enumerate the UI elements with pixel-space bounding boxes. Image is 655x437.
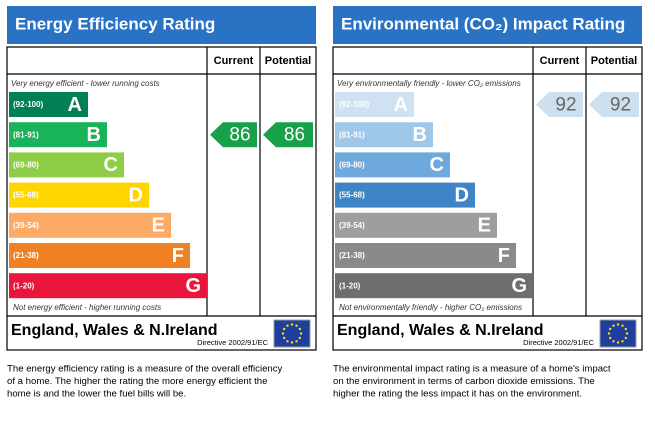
rating-arrow	[210, 122, 257, 148]
band-range: (39-54)	[339, 221, 365, 230]
rating-value: 86	[229, 125, 250, 146]
rating-band	[9, 212, 171, 238]
band-letter: C	[104, 154, 118, 176]
band-range: (92-100)	[13, 100, 44, 109]
band-range: (92-100)	[339, 100, 370, 109]
header-bar	[333, 6, 642, 44]
top-note: Very energy efficient - lower running co…	[11, 79, 160, 88]
eu-star	[609, 327, 612, 331]
rating-arrow	[536, 92, 583, 117]
column-header: Current	[214, 55, 254, 67]
eu-star	[281, 332, 285, 335]
rating-band	[335, 212, 497, 238]
band-range: (21-38)	[13, 251, 39, 260]
header-bar	[7, 6, 316, 44]
rating-band	[335, 182, 475, 208]
description-line: of a home. The higher the rating the mor…	[7, 376, 267, 387]
band-range: (55-68)	[13, 191, 39, 200]
band-letter: A	[394, 94, 408, 116]
eu-star	[283, 336, 286, 340]
band-letter: D	[455, 184, 469, 206]
eu-star	[298, 327, 301, 331]
band-range: (69-80)	[339, 161, 365, 170]
band-letter: G	[511, 275, 527, 297]
directive: Directive 2002/91/EC	[197, 338, 268, 347]
rating-value: 92	[555, 95, 576, 116]
rating-band	[9, 273, 207, 299]
rating-band	[9, 92, 88, 117]
band-letter: E	[152, 215, 165, 237]
eu-star	[298, 336, 301, 340]
band-range: (21-38)	[339, 251, 365, 260]
band-letter: F	[172, 245, 184, 267]
eu-star	[612, 340, 615, 343]
description-line: home is and the lower the fuel bills wil…	[7, 389, 186, 400]
bottom-note: Not environmentally friendly - higher CO…	[339, 303, 522, 312]
band-range: (81-91)	[339, 130, 365, 139]
eu-star	[625, 332, 629, 335]
bottom-note: Not energy efficient - higher running co…	[13, 303, 161, 312]
column-header: Potential	[265, 55, 311, 67]
rating-band	[9, 182, 149, 208]
eu-star	[290, 323, 294, 326]
eu-star	[286, 324, 289, 327]
rating-arrow	[263, 122, 313, 148]
panel-title: Energy Efficiency Rating	[15, 14, 215, 33]
region: England, Wales & N.Ireland	[11, 322, 218, 339]
rating-value: 86	[284, 125, 305, 146]
band-letter: A	[68, 94, 82, 116]
eu-star	[295, 340, 298, 343]
rating-band	[9, 152, 124, 178]
rating-band	[335, 152, 450, 178]
band-range: (1-20)	[13, 281, 35, 290]
description-line: The energy efficiency rating is a measur…	[7, 364, 283, 375]
eu-star	[624, 327, 627, 331]
rating-arrow	[589, 92, 639, 117]
eu-star	[616, 323, 620, 326]
description-line: higher the rating the less impact it has…	[333, 389, 582, 400]
band-letter: B	[413, 124, 427, 146]
eu-star	[624, 336, 627, 340]
eu-star	[609, 336, 612, 340]
band-letter: E	[478, 215, 491, 237]
band-range: (81-91)	[13, 130, 39, 139]
panel-title: Environmental (CO₂) Impact Rating	[341, 14, 625, 33]
eu-star	[283, 327, 286, 331]
description-line: on the environment in terms of carbon di…	[333, 376, 595, 387]
band-letter: B	[87, 124, 101, 146]
band-range: (69-80)	[13, 161, 39, 170]
rating-band	[335, 243, 516, 268]
top-note: Very environmentally friendly - lower CO…	[337, 79, 521, 88]
rating-band	[335, 273, 533, 299]
eu-star	[616, 341, 620, 344]
rating-value: 92	[610, 95, 631, 116]
rating-band	[335, 92, 414, 117]
eu-star	[607, 332, 611, 335]
band-letter: C	[430, 154, 444, 176]
rating-band	[335, 122, 433, 148]
rating-band	[9, 243, 190, 268]
eu-star	[612, 324, 615, 327]
band-letter: G	[185, 275, 201, 297]
eu-star	[621, 324, 624, 327]
column-header: Current	[540, 55, 580, 67]
description-line: The environmental impact rating is a mea…	[333, 364, 611, 375]
band-letter: D	[129, 184, 143, 206]
eu-star	[290, 341, 294, 344]
band-range: (39-54)	[13, 221, 39, 230]
directive: Directive 2002/91/EC	[523, 338, 594, 347]
eu-star	[299, 332, 303, 335]
rating-band	[9, 122, 107, 148]
eu-star	[621, 340, 624, 343]
column-header: Potential	[591, 55, 637, 67]
region: England, Wales & N.Ireland	[337, 322, 544, 339]
band-letter: F	[498, 245, 510, 267]
eu-star	[295, 324, 298, 327]
band-range: (55-68)	[339, 191, 365, 200]
band-range: (1-20)	[339, 281, 361, 290]
eu-star	[286, 340, 289, 343]
